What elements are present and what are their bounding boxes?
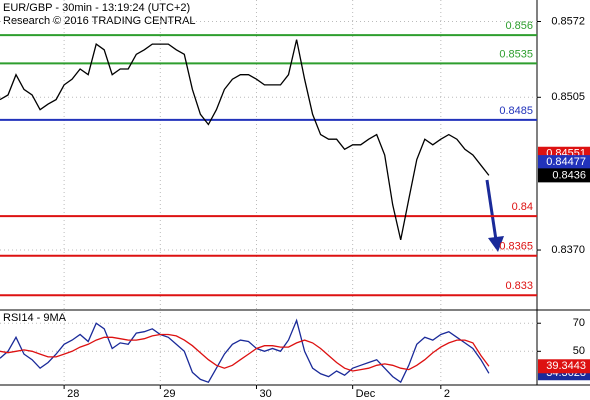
level-label: 0.8535	[499, 48, 533, 60]
price-tag	[538, 359, 590, 374]
series-line	[0, 318, 490, 384]
x-tick-label: Dec	[356, 388, 376, 400]
level-label: 0.856	[505, 20, 533, 32]
level-label: 0.84	[512, 201, 533, 213]
price-tag-label: 0.84477	[546, 156, 586, 168]
copyright: Research © 2016 TRADING CENTRAL	[3, 15, 196, 27]
price-tag	[538, 155, 590, 170]
level-label: 0.833	[505, 280, 533, 292]
symbol-line: EUR/GBP - 30min - 13:19:24 (UTC+2)	[3, 2, 190, 14]
series-line	[0, 333, 490, 372]
x-tick-label: 29	[163, 388, 175, 400]
forecast-arrowhead	[488, 236, 504, 252]
x-tick-label: 28	[67, 388, 79, 400]
y-tick-label: 0.8572	[551, 15, 585, 27]
price-tag-label: 0.8436	[552, 169, 586, 181]
level-label: 0.8485	[499, 105, 533, 117]
price-tag-label: 39.3443	[546, 360, 586, 372]
series-line	[0, 39, 490, 241]
y-tick-label: 0.8370	[551, 244, 585, 256]
rsi-title: RSI14 - 9MA	[3, 312, 67, 324]
x-tick-label: 30	[259, 388, 271, 400]
y-tick-label: 70	[573, 317, 585, 329]
y-tick-label: 50	[573, 345, 585, 357]
level-label: 0.8365	[499, 241, 533, 253]
price-tag	[538, 168, 590, 183]
y-tick-label: 0.8505	[551, 91, 585, 103]
forecast-arrow	[485, 179, 498, 241]
x-tick-label: 2	[444, 388, 450, 400]
